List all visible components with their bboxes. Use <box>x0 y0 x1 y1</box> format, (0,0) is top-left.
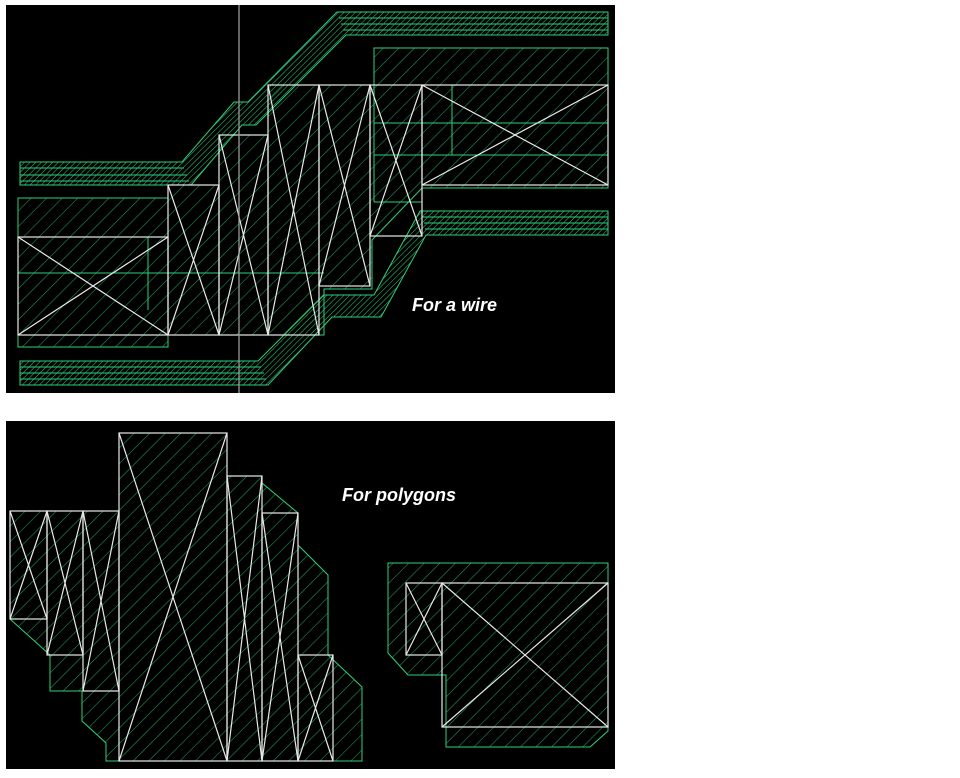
wire-drawing <box>17 5 609 393</box>
left-polygon <box>9 432 363 762</box>
polygons-label: For polygons <box>342 485 456 505</box>
wire-label: For a wire <box>412 295 498 315</box>
polygon-drawing <box>9 432 609 762</box>
right-polygon-decomposition <box>405 582 609 728</box>
wire-body <box>17 47 609 348</box>
left-polygon-decomposition <box>9 432 334 762</box>
polygon-canvas[interactable]: For polygons <box>6 421 615 769</box>
wire-canvas[interactable]: For a wire <box>6 5 615 393</box>
wire-decomposition-rects <box>17 84 609 336</box>
